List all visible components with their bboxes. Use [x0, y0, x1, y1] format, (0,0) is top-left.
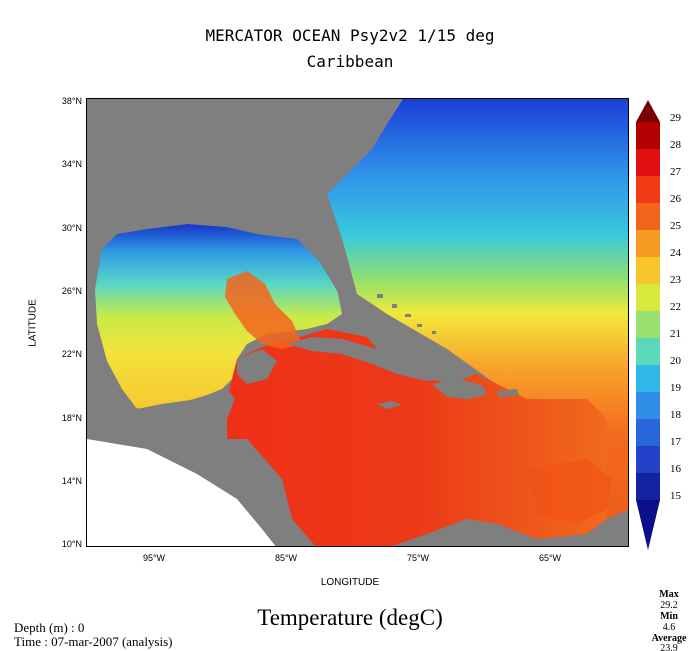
- colorbar-tick-label: 26: [670, 193, 681, 205]
- max-value: 29.2: [660, 600, 678, 611]
- y-tick-label: 38°N: [61, 96, 82, 106]
- land-hispaniola: [432, 379, 487, 399]
- y-tick-label: 34°N: [61, 159, 82, 170]
- y-tick-label: 14°N: [61, 475, 82, 486]
- max-label: Max: [659, 589, 679, 600]
- colorbar-segment: [636, 365, 660, 393]
- y-axis-title: LATITUDE: [27, 299, 39, 347]
- land-florida: [87, 99, 403, 294]
- colorbar-tick-label: 22: [670, 301, 681, 313]
- colorbar-tick-label: 27: [670, 166, 681, 178]
- x-axis-title: LONGITUDE: [320, 577, 380, 588]
- colorbar-tick-label: 29: [670, 112, 681, 124]
- gulf-of-mexico: [95, 224, 342, 409]
- warm-eddy-east: [527, 459, 612, 524]
- min-label: Min: [660, 611, 678, 622]
- colorbar-segment: [636, 473, 660, 501]
- colorbar-segment: [636, 122, 660, 150]
- colorbar-segment: [636, 230, 660, 258]
- figure-subtitle: Caribbean: [306, 52, 394, 71]
- x-tick-label: 95°W: [142, 553, 166, 563]
- x-tick-label: 75°W: [406, 553, 430, 563]
- colorbar-tick-label: 16: [670, 463, 681, 475]
- x-tick-label: 65°W: [538, 553, 562, 563]
- colorbar-segment: [636, 176, 660, 204]
- y-tick-label: 22°N: [61, 349, 82, 360]
- colorbar-segment: [636, 338, 660, 366]
- colorbar-tick-label: 15: [670, 490, 681, 502]
- average-label: Average: [651, 633, 687, 644]
- colorbar-tick-label: 24: [670, 247, 681, 259]
- colorbar-segment: [636, 311, 660, 339]
- depth-label: Depth (m) : 0: [14, 620, 85, 635]
- colorbar-segment: [636, 392, 660, 420]
- loop-current: [225, 271, 302, 349]
- colorbar-bottom-arrow: [636, 500, 660, 550]
- colorbar-tick-label: 28: [670, 139, 681, 151]
- land-south-america: [392, 509, 628, 546]
- caribbean-sea: [227, 329, 607, 546]
- map-panel: [86, 98, 629, 547]
- land-cuba: [287, 337, 447, 381]
- y-tick-label: 18°N: [61, 412, 82, 423]
- figure-title: MERCATOR OCEAN Psy2v2 1/15 deg: [205, 26, 495, 45]
- colorbar-tick-label: 23: [670, 274, 681, 286]
- map-svg: [87, 99, 628, 546]
- colorbar-tick-label: 17: [670, 436, 681, 448]
- y-tick-label: 10°N: [61, 539, 82, 550]
- colorbar-segment: [636, 149, 660, 177]
- colorbar-segment: [636, 284, 660, 312]
- colorbar-segment: [636, 257, 660, 285]
- land-puerto-rico: [497, 389, 519, 397]
- variable-title: Temperature (degC): [257, 605, 443, 630]
- colorbar-segment: [636, 446, 660, 474]
- land-jamaica: [377, 401, 402, 409]
- colorbar-tick-label: 19: [670, 382, 681, 394]
- average-value: 23.9: [660, 643, 678, 651]
- land-bahamas: [377, 294, 436, 334]
- time-label: Time : 07-mar-2007 (analysis): [14, 634, 173, 649]
- colorbar-segment: [636, 419, 660, 447]
- colorbar-tick-label: 25: [670, 220, 681, 232]
- colorbar: [636, 100, 660, 550]
- land-yucatan: [237, 349, 277, 384]
- colorbar-tick-label: 20: [670, 355, 681, 367]
- outside-domain: [87, 439, 276, 546]
- y-tick-label: 30°N: [61, 222, 82, 233]
- colorbar-segment: [636, 203, 660, 231]
- x-tick-label: 85°W: [274, 553, 298, 563]
- y-tick-label: 26°N: [61, 285, 82, 296]
- colorbar-tick-label: 18: [670, 409, 681, 421]
- min-value: 4.6: [662, 622, 676, 633]
- colorbar-top-arrow: [636, 100, 660, 122]
- colorbar-tick-label: 21: [670, 328, 681, 340]
